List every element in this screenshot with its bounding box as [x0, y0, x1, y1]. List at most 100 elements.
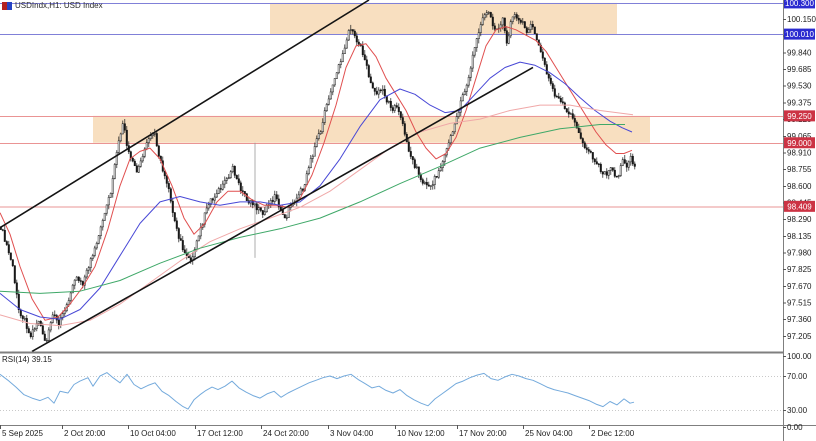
- trendline[interactable]: [31, 66, 534, 353]
- price-level-tag[interactable]: [784, 110, 815, 122]
- price-tick-label[interactable]: 98.135: [787, 232, 812, 241]
- candle-body: [233, 165, 236, 176]
- price-tick-label[interactable]: 99.530: [787, 82, 812, 91]
- highlight-zone[interactable]: [93, 115, 650, 143]
- price-tick-label[interactable]: 99.685: [787, 65, 812, 74]
- rsi-tick-label[interactable]: 30.00: [787, 406, 808, 415]
- price-tick-label[interactable]: 99.065: [787, 132, 812, 141]
- candle-body: [367, 65, 370, 78]
- price-tick-label[interactable]: 97.360: [787, 315, 812, 324]
- candle-body: [149, 135, 152, 140]
- rsi-tick-label[interactable]: 100.00: [787, 352, 812, 361]
- candle-body: [283, 214, 286, 219]
- candle-body: [415, 166, 418, 168]
- candle-body: [373, 87, 376, 92]
- price-tick-label[interactable]: 97.980: [787, 248, 812, 257]
- candle-body: [123, 123, 126, 131]
- time-tick-label[interactable]: 3 Nov 04:00: [330, 429, 374, 438]
- candle-body: [557, 96, 560, 99]
- time-tick-label[interactable]: 10 Nov 12:00: [397, 429, 445, 438]
- candle-body: [301, 188, 304, 191]
- candle-body: [541, 51, 544, 59]
- candle-body: [379, 89, 382, 92]
- time-tick-label[interactable]: 17 Oct 12:00: [197, 429, 243, 438]
- time-tick-label[interactable]: 25 Nov 04:00: [525, 429, 573, 438]
- candle-body: [145, 142, 148, 150]
- candle-body: [141, 155, 144, 162]
- candle-body: [553, 88, 556, 97]
- price-tick-label[interactable]: 98.600: [787, 182, 812, 191]
- candle-body: [15, 282, 18, 295]
- time-tick-label[interactable]: 2 Oct 20:00: [64, 429, 106, 438]
- price-level-tag[interactable]: [784, 137, 815, 149]
- price-tick-label[interactable]: 98.755: [787, 165, 812, 174]
- candle-body: [411, 156, 414, 160]
- candle-body: [399, 111, 402, 118]
- candle-body: [575, 121, 578, 129]
- candle-body: [265, 204, 268, 213]
- candle-body: [25, 318, 28, 329]
- price-level-tag-label: 100.010: [785, 30, 814, 39]
- candle-body: [21, 315, 24, 319]
- candle-body: [401, 117, 404, 124]
- candle-body: [309, 158, 312, 168]
- candle-body: [505, 30, 508, 44]
- candle-body: [93, 247, 96, 256]
- candle-body: [625, 162, 628, 168]
- candle-body: [117, 140, 120, 153]
- candle-body: [393, 105, 396, 111]
- candle-body: [455, 116, 458, 125]
- candle-body: [337, 64, 340, 74]
- candle-body: [39, 321, 42, 327]
- price-tick-label[interactable]: 97.515: [787, 299, 812, 308]
- price-tick-label[interactable]: 98.290: [787, 215, 812, 224]
- candle-body: [227, 177, 230, 179]
- price-tick-label[interactable]: 99.840: [787, 48, 812, 57]
- candle-body: [305, 173, 308, 185]
- candle-body: [3, 230, 6, 242]
- time-tick-label[interactable]: 17 Nov 20:00: [459, 429, 507, 438]
- candle-body: [17, 293, 20, 310]
- price-tick-label[interactable]: 97.670: [787, 282, 812, 291]
- price-level-tag[interactable]: [784, 28, 815, 40]
- price-tick-label[interactable]: 99.375: [787, 98, 812, 107]
- candle-body: [177, 228, 180, 239]
- candle-body: [213, 196, 216, 201]
- price-tick-label[interactable]: 97.825: [787, 265, 812, 274]
- candle-body: [229, 171, 232, 178]
- price-level-tag[interactable]: [784, 0, 815, 9]
- candle-body: [163, 170, 166, 177]
- candle-body: [433, 176, 436, 185]
- candle-body: [453, 123, 456, 133]
- rsi-tick-label[interactable]: 70.00: [787, 372, 808, 381]
- time-tick-label[interactable]: 24 Oct 20:00: [263, 429, 309, 438]
- price-level-tag[interactable]: [784, 200, 815, 212]
- candle-body: [245, 193, 248, 201]
- time-tick-label[interactable]: 2 Dec 12:00: [591, 429, 635, 438]
- ma-fast-red-line: [0, 26, 633, 321]
- candle-body: [435, 176, 438, 178]
- candle-body: [53, 314, 56, 316]
- candle-body: [593, 158, 596, 162]
- trendline[interactable]: [0, 0, 370, 229]
- time-tick-label[interactable]: 10 Oct 04:00: [130, 429, 176, 438]
- candle-body: [543, 57, 546, 65]
- rsi-tick-label[interactable]: 0.00: [787, 423, 803, 432]
- candle-body: [121, 123, 124, 135]
- candle-body: [33, 328, 36, 331]
- candle-body: [609, 167, 612, 171]
- time-tick-label[interactable]: 5 Sep 2025: [2, 429, 43, 438]
- candle-body: [417, 166, 420, 175]
- price-tick-label[interactable]: 97.205: [787, 332, 812, 341]
- price-tick-label[interactable]: 100.150: [787, 15, 816, 24]
- candle-body: [423, 182, 426, 184]
- candle-body: [13, 265, 16, 284]
- chart-title: USDIndx,H1: USD Index: [15, 1, 103, 10]
- price-tick-label[interactable]: 98.910: [787, 148, 812, 157]
- highlight-zone[interactable]: [270, 2, 617, 35]
- candle-body: [31, 329, 34, 337]
- candle-body: [459, 100, 462, 113]
- candle-body: [181, 240, 184, 251]
- candle-body: [153, 133, 156, 135]
